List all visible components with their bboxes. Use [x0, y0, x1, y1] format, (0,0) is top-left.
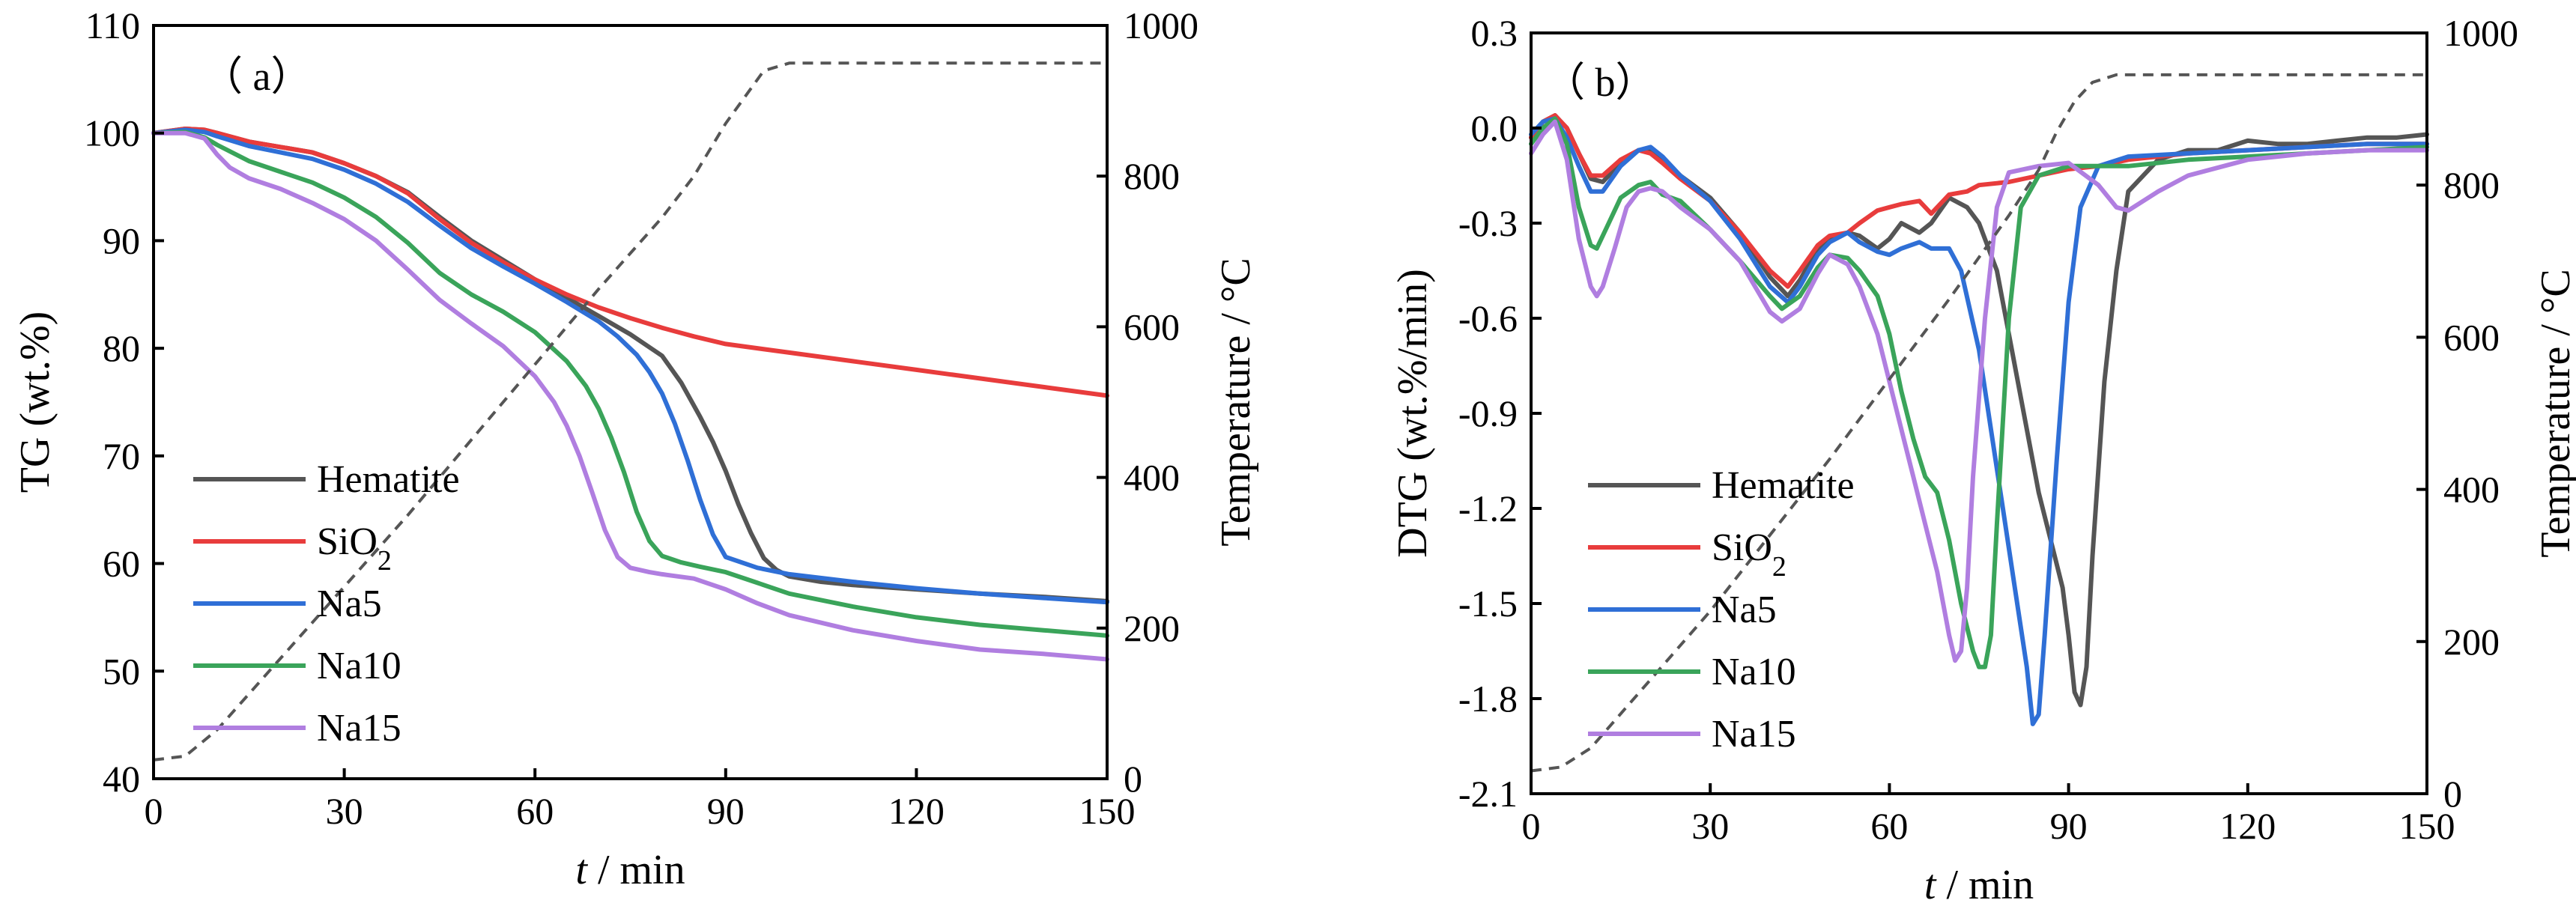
legend-b: Hematite SiO2 Na5 Na10 Na15: [1588, 464, 1855, 756]
series-line-sio2-a: [151, 127, 1109, 398]
y-tick-label: -0.9: [1458, 392, 1518, 434]
y2-tick-label: 1000: [2443, 12, 2518, 54]
x-axis-unit: / min: [587, 847, 685, 893]
y-tick-label: 100: [84, 112, 140, 154]
plot-area-b: [1529, 73, 2429, 773]
y-axis-b: -2.1 -1.8 -1.5 -1.2 -0.9 -0.6 -0.3 0.0 0.3: [1458, 12, 1542, 815]
y2-axis-title-a: Temperature / °C: [1213, 258, 1259, 546]
y-axis-a: 40 50 60 70 80 90 100 110: [84, 4, 164, 800]
legend-label-na10: Na10: [317, 645, 401, 687]
x-tick-label: 120: [2219, 805, 2276, 847]
y-tick-label: -0.3: [1458, 202, 1518, 244]
y-tick-label: -0.6: [1458, 297, 1518, 339]
series-line-na5-a: [151, 127, 1109, 605]
y2-tick-label: 0: [1124, 758, 1142, 800]
temperature-curve-b: [1530, 73, 2427, 773]
x-tick-label: 90: [2050, 805, 2088, 847]
legend-label-na15: Na15: [317, 707, 401, 750]
panel-b-dtg-chart: 0 30 60 90 120 150 -2.1 -1.8 -1.5 -1.2 -0.9 -0.6 -0.…: [1389, 12, 2576, 908]
panel-a-tg-chart: 0 30 60 90 120 150 40 50 60 70 80 90 100 110 0 200 400 60…: [12, 4, 1259, 893]
x-axis-variable: t: [575, 847, 588, 893]
x-tick-label: 120: [888, 790, 945, 832]
series-line-na15-a: [151, 130, 1109, 662]
x-tick-label: 60: [516, 790, 554, 832]
x-tick-label: 60: [1870, 805, 1908, 847]
y-tick-label: -1.8: [1458, 678, 1518, 720]
y2-tick-label: 600: [1124, 306, 1180, 347]
x-tick-label: 150: [1079, 790, 1136, 832]
x-tick-label: 0: [1522, 805, 1541, 847]
x-axis-a: 0 30 60 90 120 150: [145, 768, 1136, 832]
y-axis-title-a: TG (wt.%): [12, 311, 58, 493]
y2-tick-label: 200: [2443, 621, 2500, 663]
x-tick-label: 30: [326, 790, 363, 832]
series-line-hematite-a: [151, 127, 1109, 604]
y2-tick-label: 400: [2443, 469, 2500, 511]
y2-tick-label: 0: [2443, 773, 2462, 815]
y-tick-label: 70: [103, 435, 140, 477]
y-tick-label: -2.1: [1458, 773, 1518, 815]
series-line-na15-b: [1529, 119, 2429, 663]
y2-axis-title-b: Temperature / °C: [2533, 269, 2576, 557]
series-line-na5-b: [1529, 116, 2429, 726]
y2-tick-label: 400: [1124, 457, 1180, 499]
x-axis-title-b: t / min: [1924, 862, 2034, 908]
x-tick-label: 150: [2399, 805, 2455, 847]
legend-a: Hematite SiO2 Na5 Na10 Na15: [193, 458, 460, 750]
x-tick-label: 0: [145, 790, 163, 832]
y-tick-label: 0.3: [1471, 12, 1518, 54]
y2-tick-label: 1000: [1124, 4, 1198, 46]
series-line-na10-a: [151, 130, 1109, 638]
series-line-sio2-b: [1529, 113, 2429, 289]
temperature-curve-a: [153, 61, 1107, 762]
x-axis-title-a: t / min: [575, 847, 685, 893]
y-tick-label: 50: [103, 650, 140, 692]
y2-tick-label: 800: [2443, 164, 2500, 206]
y-tick-label: -1.5: [1458, 583, 1518, 624]
y-tick-label: 40: [103, 758, 140, 800]
y2-axis-b: 0 200 400 600 800 1000: [2416, 12, 2518, 815]
y2-tick-label: 200: [1124, 607, 1180, 649]
legend-label-na5: Na5: [1712, 589, 1777, 631]
y-tick-label: 110: [85, 4, 140, 46]
y-tick-label: 60: [103, 543, 140, 585]
legend-label-sio2: SiO2: [1712, 526, 1786, 583]
y2-tick-label: 600: [2443, 316, 2500, 358]
y2-axis-a: 0 200 400 600 800 1000: [1097, 4, 1198, 800]
panel-label-b: （ b）: [1545, 60, 1656, 105]
panel-label-a: （ a）: [202, 54, 311, 99]
y-tick-label: -1.2: [1458, 487, 1518, 529]
x-axis-variable: t: [1924, 862, 1937, 908]
x-axis-b: 0 30 60 90 120 150: [1522, 783, 2455, 847]
legend-label-sio2: SiO2: [317, 520, 392, 577]
y2-tick-label: 800: [1124, 155, 1180, 197]
plot-frame-a: [152, 24, 1109, 780]
series-line-na10-b: [1529, 116, 2429, 669]
x-tick-label: 30: [1691, 805, 1729, 847]
legend-label-hematite: Hematite: [1712, 464, 1855, 507]
y-tick-label: 80: [103, 327, 140, 369]
legend-label-na10: Na10: [1712, 651, 1796, 693]
x-axis-unit: / min: [1936, 862, 2034, 908]
y-axis-title-b: DTG (wt.%/min): [1389, 269, 1436, 558]
y-tick-label: 90: [103, 219, 140, 261]
y-tick-label: 0.0: [1471, 107, 1518, 149]
x-tick-label: 90: [707, 790, 745, 832]
legend-label-na5: Na5: [317, 583, 382, 625]
legend-label-hematite: Hematite: [317, 458, 460, 501]
legend-label-na15: Na15: [1712, 713, 1796, 756]
plot-area-a: [151, 61, 1109, 762]
